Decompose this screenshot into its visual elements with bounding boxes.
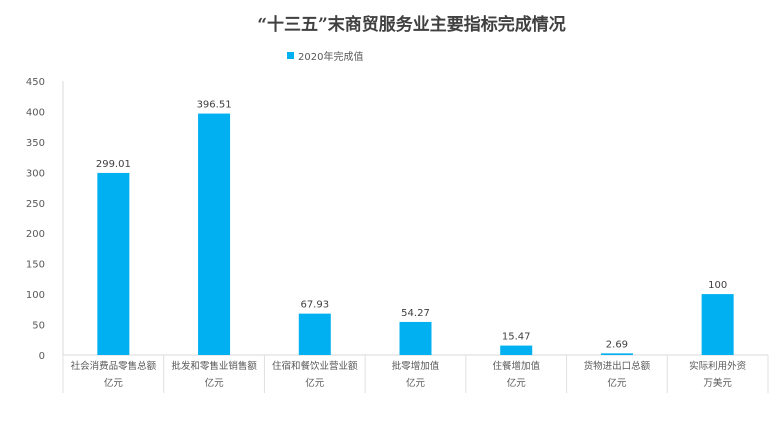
bar <box>399 321 432 355</box>
x-tick-unit: 亿元 <box>305 377 325 389</box>
legend: 2020年完成值 <box>287 48 363 63</box>
bar <box>600 353 633 355</box>
x-tick-label: 批发和零售业销售额 <box>171 360 257 372</box>
bar <box>500 345 533 355</box>
x-tick-unit: 亿元 <box>205 377 225 389</box>
x-tick-unit: 万美元 <box>703 377 732 389</box>
x-tick-label: 住餐增加值 <box>492 360 540 372</box>
y-tick-label: 200 <box>26 229 45 240</box>
bar <box>298 313 331 355</box>
data-label: 15.47 <box>502 332 531 343</box>
x-tick-label: 实际利用外资 <box>689 360 747 372</box>
y-tick-label: 100 <box>26 290 45 301</box>
y-tick-label: 250 <box>26 199 45 210</box>
bar <box>97 172 130 355</box>
y-tick-label: 350 <box>26 138 45 149</box>
y-tick-label: 0 <box>39 351 45 362</box>
y-tick-label: 450 <box>26 77 45 88</box>
x-tick-unit: 亿元 <box>104 377 124 389</box>
x-tick-label: 住宿和餐饮业营业额 <box>272 360 358 372</box>
legend-swatch <box>287 52 294 59</box>
data-label: 299.01 <box>96 159 131 170</box>
data-label: 67.93 <box>300 300 329 311</box>
y-tick-label: 50 <box>32 321 45 332</box>
bar <box>701 294 734 355</box>
chart-title: “十三五”末商贸服务业主要指标完成情况 <box>257 15 566 35</box>
x-tick-unit: 亿元 <box>406 377 426 389</box>
data-label: 2.69 <box>606 339 628 350</box>
y-tick-label: 300 <box>26 168 45 179</box>
x-tick-label: 货物进出口总额 <box>584 360 651 372</box>
data-label: 54.27 <box>401 308 430 319</box>
x-tick-label: 社会消费品零售总额 <box>71 360 157 372</box>
y-tick-label: 400 <box>26 107 45 118</box>
data-label: 100 <box>708 280 727 291</box>
legend-label: 2020年完成值 <box>298 52 364 63</box>
y-tick-label: 150 <box>26 260 45 271</box>
x-tick-unit: 亿元 <box>607 377 627 389</box>
bar <box>198 113 231 356</box>
data-label: 396.51 <box>197 100 232 111</box>
x-tick-label: 批零增加值 <box>392 360 440 372</box>
x-tick-unit: 亿元 <box>507 377 527 389</box>
